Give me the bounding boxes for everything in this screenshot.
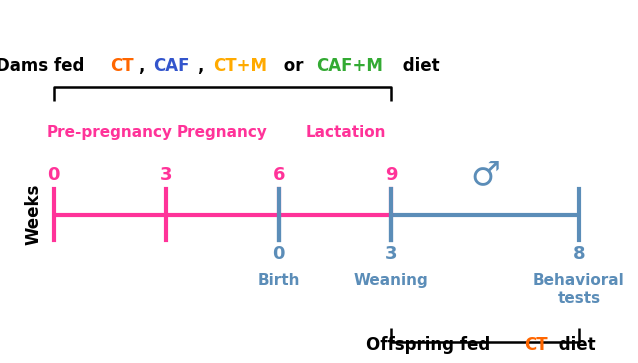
- Text: 9: 9: [385, 166, 397, 184]
- Text: 0: 0: [272, 245, 285, 263]
- Text: ,: ,: [139, 57, 151, 75]
- Text: CAF: CAF: [154, 57, 190, 75]
- Text: Behavioral
tests: Behavioral tests: [533, 273, 625, 306]
- Text: diet: diet: [397, 57, 440, 75]
- Text: ,: ,: [198, 57, 210, 75]
- Text: CT: CT: [110, 57, 134, 75]
- Text: Offspring fed: Offspring fed: [366, 336, 496, 354]
- Text: 6: 6: [272, 166, 285, 184]
- Text: diet: diet: [553, 336, 595, 354]
- Text: 8: 8: [573, 245, 585, 263]
- Text: Weeks: Weeks: [24, 184, 42, 245]
- Text: or: or: [278, 57, 309, 75]
- Text: CT+M: CT+M: [212, 57, 267, 75]
- Text: ♂: ♂: [470, 158, 500, 191]
- Text: Weaning: Weaning: [354, 273, 429, 288]
- Text: CAF+M: CAF+M: [316, 57, 383, 75]
- Text: Lactation: Lactation: [306, 125, 387, 140]
- Text: 3: 3: [385, 245, 397, 263]
- Text: 0: 0: [47, 166, 60, 184]
- Text: Pre-pregnancy: Pre-pregnancy: [47, 125, 173, 140]
- Text: CT: CT: [524, 336, 547, 354]
- Text: Dams fed: Dams fed: [0, 57, 90, 75]
- Text: Birth: Birth: [258, 273, 300, 288]
- Text: 3: 3: [160, 166, 172, 184]
- Text: Pregnancy: Pregnancy: [177, 125, 268, 140]
